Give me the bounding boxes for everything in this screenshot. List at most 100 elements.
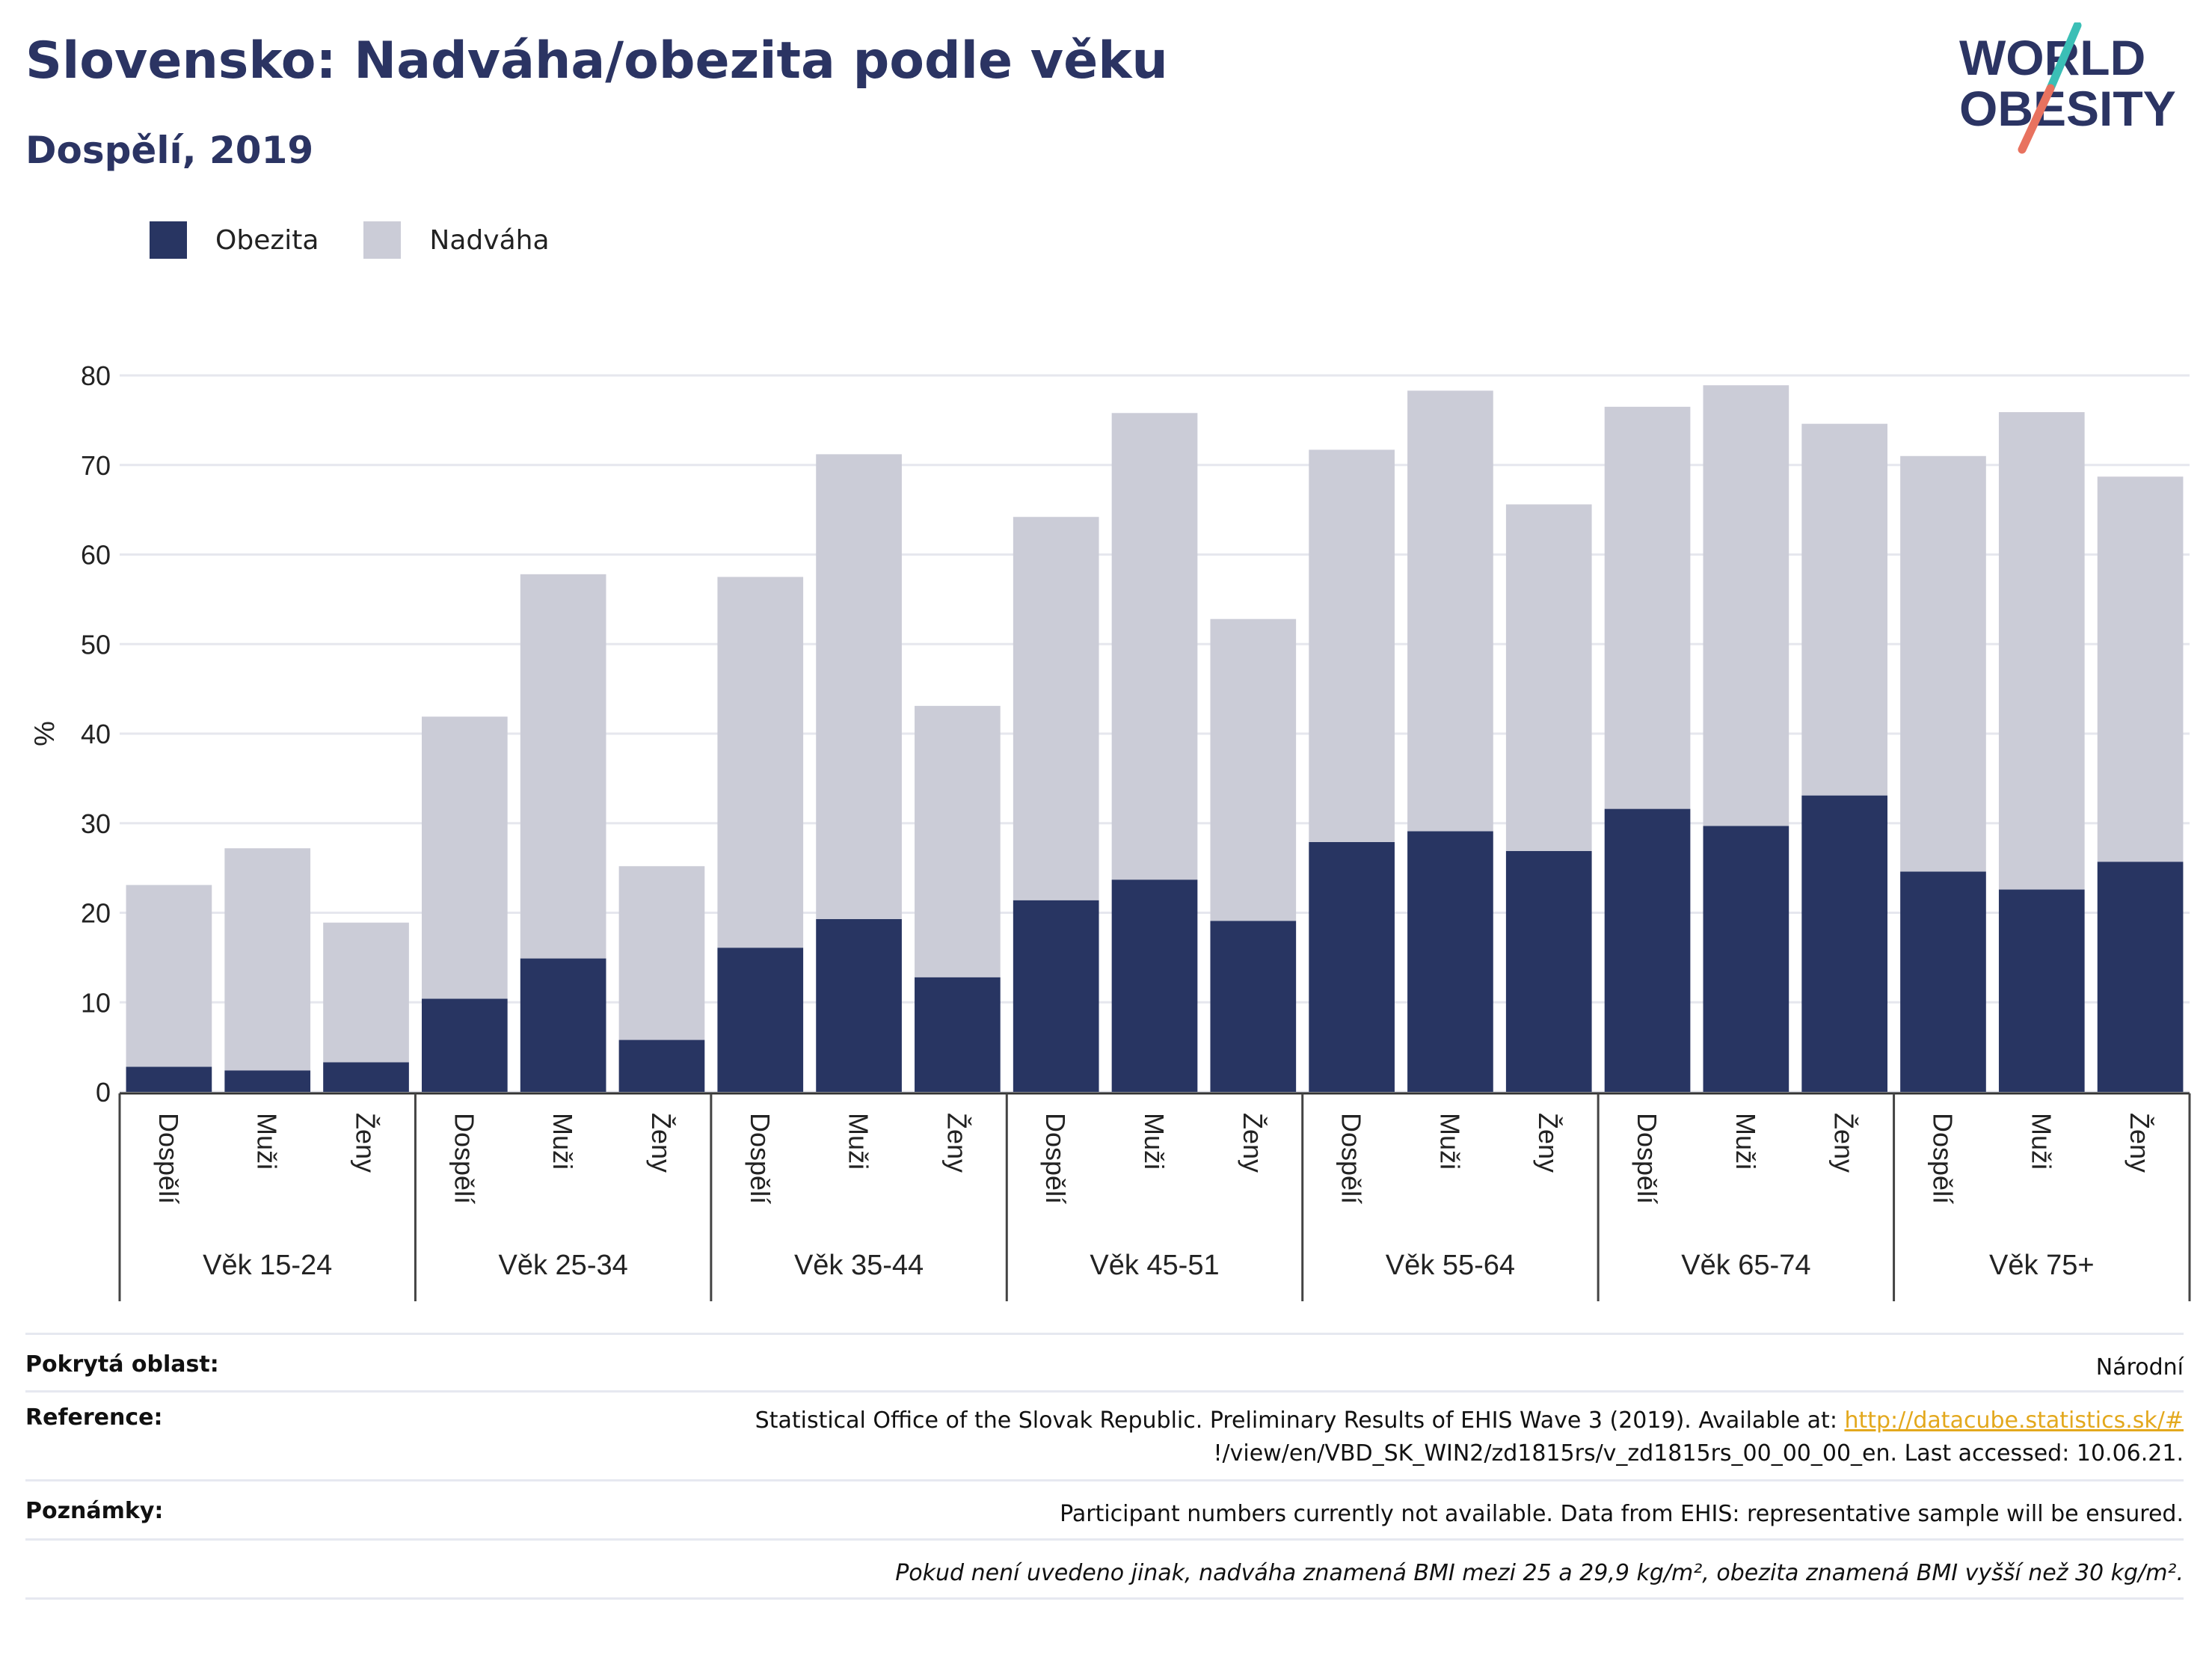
- y-tick-label: 70: [81, 450, 111, 481]
- bar-obesity: [1407, 831, 1493, 1092]
- reference-text-part1: Statistical Office of the Slovak Republi…: [755, 1407, 1845, 1434]
- bar-overweight: [1703, 385, 1789, 826]
- x-tick-label: Dospělí: [449, 1113, 479, 1204]
- chart-title: Slovensko: Nadváha/obezita podle věku: [25, 31, 1168, 90]
- bar-overweight: [1900, 455, 1986, 872]
- bar-overweight: [2097, 476, 2184, 862]
- bar-obesity: [421, 998, 508, 1092]
- chart-footer: Pokrytá oblast: Národní Reference: Stati…: [25, 1333, 2184, 1600]
- bar-obesity: [2097, 862, 2184, 1092]
- y-axis-label: %: [29, 721, 61, 746]
- bar-overweight: [1013, 517, 1099, 900]
- logo-stroke-coral: [2018, 84, 2055, 154]
- bar-obesity: [1998, 889, 2085, 1092]
- footer-row-reference: Reference: Statistical Office of the Slo…: [25, 1390, 2184, 1479]
- x-tick-label: Dospělí: [1927, 1113, 1958, 1204]
- bar-overweight: [816, 454, 902, 919]
- bar-obesity: [323, 1062, 409, 1092]
- group-label: Věk 65-74: [1681, 1250, 1810, 1281]
- bar-overweight: [1801, 423, 1888, 796]
- notes-value: Participant numbers currently not availa…: [1060, 1501, 2184, 1527]
- x-tick-label: Dospělí: [1040, 1113, 1071, 1204]
- bar-obesity: [126, 1066, 212, 1092]
- bar-obesity: [915, 977, 1001, 1092]
- bar-obesity: [1900, 871, 1986, 1092]
- bar-overweight: [1407, 390, 1493, 832]
- coverage-value: Národní: [2095, 1354, 2184, 1381]
- bar-obesity: [1703, 826, 1789, 1092]
- legend-item-overweight[interactable]: Nadváha: [363, 221, 550, 259]
- x-tick-label: Dospělí: [153, 1113, 184, 1204]
- bar-obesity: [1309, 841, 1395, 1092]
- notes-label: Poznámky:: [25, 1498, 164, 1524]
- x-tick-label: Muži: [252, 1113, 283, 1170]
- bar-overweight: [520, 574, 606, 959]
- bar-obesity: [1505, 850, 1592, 1092]
- bar-obesity: [1801, 795, 1888, 1092]
- y-tick-label: 60: [81, 540, 111, 571]
- x-tick-label: Muži: [1434, 1113, 1465, 1170]
- bar-overweight: [1111, 413, 1198, 880]
- legend-swatch-overweight: [363, 221, 402, 259]
- reference-text-part2: !/view/en/VBD_SK_WIN2/zd1815rs/v_zd1815r…: [1213, 1440, 2184, 1467]
- bar-overweight: [421, 716, 508, 999]
- x-tick-label: Ženy: [941, 1113, 972, 1173]
- bar-obesity: [520, 958, 606, 1092]
- coverage-label: Pokrytá oblast:: [25, 1351, 219, 1378]
- bar-overweight: [224, 848, 311, 1071]
- x-tick-label: Ženy: [1829, 1113, 1860, 1173]
- bar-overweight: [618, 866, 705, 1040]
- y-tick-label: 80: [81, 360, 111, 391]
- y-tick-label: 10: [81, 987, 111, 1018]
- bar-obesity: [1013, 900, 1099, 1092]
- legend-label-obesity: Obezita: [215, 224, 319, 256]
- bar-overweight: [323, 922, 409, 1063]
- x-tick-label: Muži: [547, 1113, 578, 1170]
- x-tick-label: Ženy: [351, 1113, 381, 1173]
- bar-overweight: [1998, 412, 2085, 890]
- group-label: Věk 55-64: [1386, 1250, 1515, 1281]
- bar-overweight: [1604, 406, 1691, 809]
- footer-row-definition: Pokud není uvedeno jinak, nadváha znamen…: [25, 1538, 2184, 1600]
- y-tick-label: 50: [81, 629, 111, 660]
- x-tick-label: Ženy: [646, 1113, 677, 1173]
- bar-overweight: [1210, 618, 1297, 921]
- group-label: Věk 15-24: [203, 1250, 332, 1281]
- x-tick-label: Dospělí: [745, 1113, 775, 1204]
- bar-overweight: [915, 705, 1001, 977]
- logo-stroke-teal: [2046, 22, 2082, 93]
- bar-obesity: [618, 1040, 705, 1092]
- bar-overweight: [126, 885, 212, 1067]
- x-tick-label: Muži: [2026, 1113, 2056, 1170]
- group-label: Věk 25-34: [499, 1250, 628, 1281]
- footer-row-coverage: Pokrytá oblast: Národní: [25, 1333, 2184, 1390]
- bar-overweight: [1505, 504, 1592, 851]
- bar-overweight: [717, 577, 804, 948]
- legend-swatch-obesity: [150, 221, 187, 259]
- bar-obesity: [816, 918, 902, 1092]
- group-label: Věk 35-44: [794, 1250, 924, 1281]
- footer-row-notes: Poznámky: Participant numbers currently …: [25, 1479, 2184, 1538]
- chart-legend: Obezita Nadváha: [150, 221, 595, 259]
- reference-link[interactable]: http://datacube.statistics.sk/#: [1844, 1407, 2184, 1434]
- bmi-definition-note: Pokud není uvedeno jinak, nadváha znamen…: [895, 1560, 2184, 1586]
- y-tick-label: 40: [81, 719, 111, 749]
- y-tick-label: 30: [81, 808, 111, 839]
- x-tick-label: Muži: [844, 1113, 874, 1170]
- chart-subtitle: Dospělí, 2019: [25, 129, 314, 172]
- x-tick-label: Muži: [1139, 1113, 1170, 1170]
- reference-label: Reference:: [25, 1404, 163, 1431]
- x-tick-label: Muži: [1730, 1113, 1761, 1170]
- legend-item-obesity[interactable]: Obezita: [150, 221, 319, 259]
- x-tick-label: Ženy: [1533, 1113, 1564, 1173]
- legend-label-overweight: Nadváha: [429, 224, 550, 256]
- bar-obesity: [1210, 921, 1297, 1092]
- logo-line-obesity: OBESITY: [1959, 81, 2176, 136]
- group-label: Věk 75+: [1989, 1250, 2095, 1281]
- bar-overweight: [1309, 449, 1395, 842]
- bar-obesity: [717, 948, 804, 1092]
- bar-obesity: [1111, 879, 1198, 1092]
- x-tick-label: Dospělí: [1336, 1113, 1367, 1204]
- x-tick-label: Ženy: [2125, 1113, 2155, 1173]
- group-label: Věk 45-51: [1090, 1250, 1219, 1281]
